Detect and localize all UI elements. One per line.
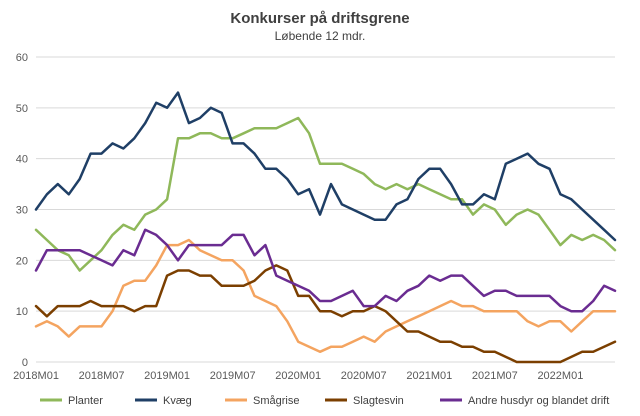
legend-label: Andre husdyr og blandet drift: [468, 395, 609, 407]
y-axis-ticks: 0 10 20 30 40 50 60: [16, 52, 28, 369]
series-line-kvæg: [34, 91, 617, 242]
x-tick-label: 2021M07: [472, 370, 518, 382]
legend-label: Planter: [68, 395, 103, 407]
x-axis-ticks: 2018M01 2018M07 2019M01 2019M07 2020M01 2020M…: [13, 370, 583, 382]
series-line-smågrise: [34, 238, 617, 354]
y-tick-label: 50: [16, 103, 28, 115]
x-tick-label: 2018M07: [79, 370, 125, 382]
x-tick-label: 2020M01: [275, 370, 321, 382]
x-tick-label: 2019M07: [210, 370, 256, 382]
series-line-slagtesvin: [34, 264, 617, 364]
y-tick-label: 20: [16, 255, 28, 267]
y-tick-label: 60: [16, 52, 28, 64]
legend-label: Smågrise: [253, 395, 299, 407]
x-tick-label: 2021M01: [406, 370, 452, 382]
series-lines: [34, 91, 617, 364]
legend: Planter Kvæg Smågrise Slagtesvin Andre husdy…: [40, 395, 609, 407]
y-tick-label: 40: [16, 154, 28, 166]
legend-label: Kvæg: [163, 395, 192, 407]
legend-label: Slagtesvin: [353, 395, 404, 407]
series-line-planter: [34, 116, 617, 272]
chart-title: Konkurser på driftsgrene: [230, 10, 409, 27]
y-tick-label: 30: [16, 205, 28, 217]
x-tick-label: 2018M01: [13, 370, 59, 382]
chart-subtitle: Løbende 12 mdr.: [275, 29, 366, 43]
series-line-andre-husdyr-og-blandet-drift: [34, 228, 617, 313]
y-tick-label: 0: [22, 357, 28, 369]
x-tick-label: 2020M07: [341, 370, 387, 382]
x-tick-label: 2019M01: [144, 370, 190, 382]
x-tick-label: 2022M01: [537, 370, 583, 382]
y-tick-label: 10: [16, 306, 28, 318]
